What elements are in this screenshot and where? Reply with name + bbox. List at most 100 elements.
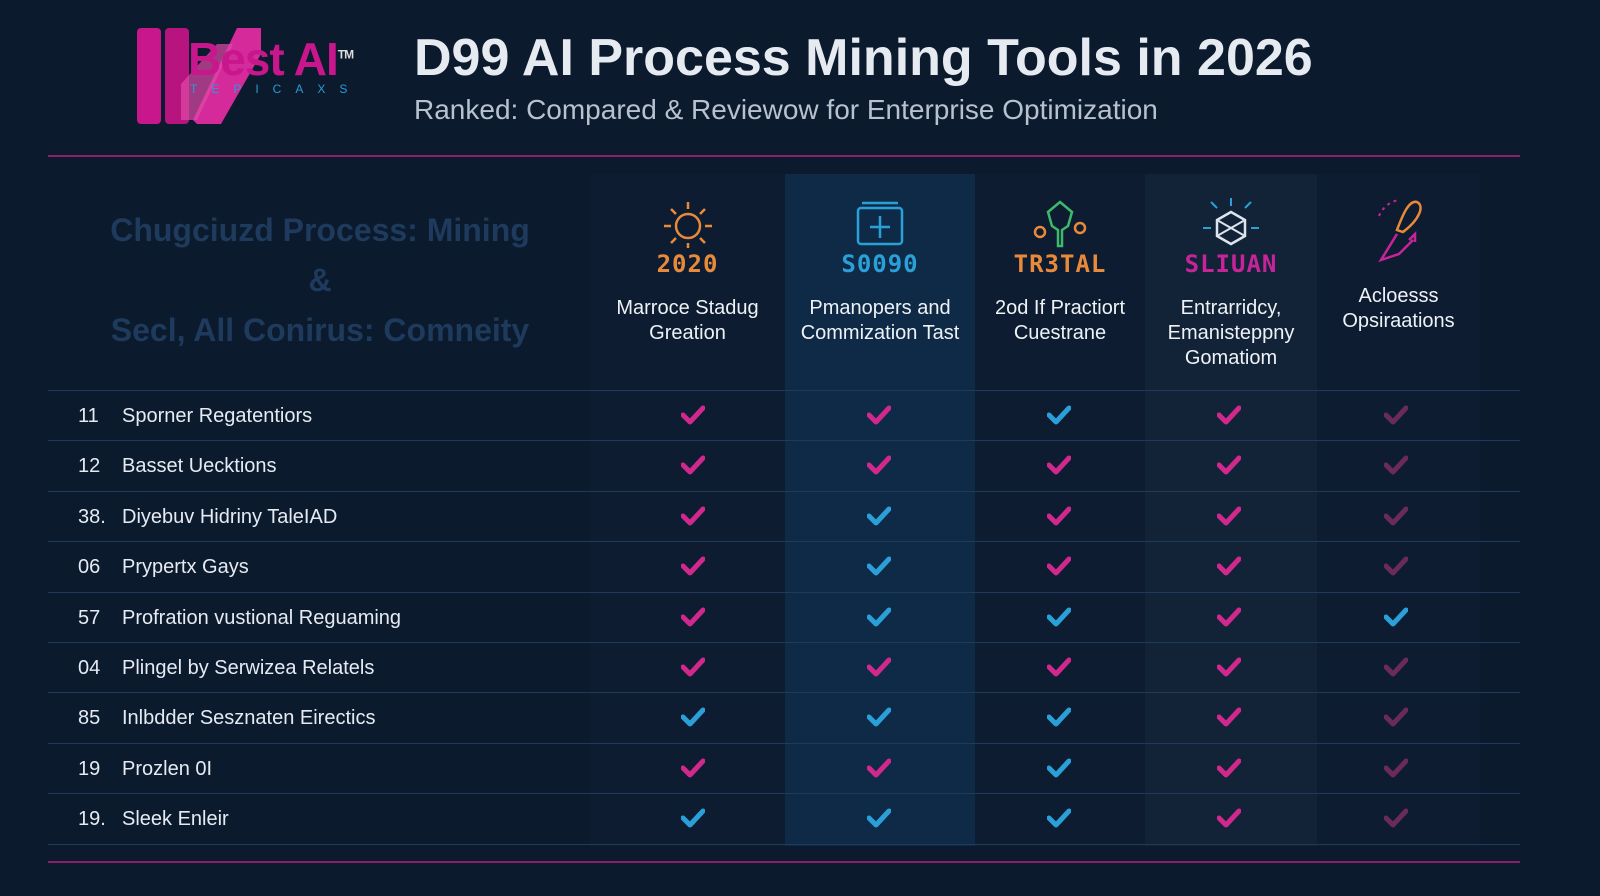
row-rank: 38. [78, 505, 106, 528]
check-icon-pink [1047, 657, 1071, 677]
check-icon-pink [1217, 455, 1241, 475]
page-title: D99 AI Process Mining Tools in 2026 [414, 29, 1313, 87]
check-icon-blue [1384, 607, 1408, 627]
row-rank: 85 [78, 707, 101, 730]
column-label: Entrarridcy, Emanisteppny Gomatiom [1167, 297, 1295, 369]
check-icon-pink [681, 455, 705, 475]
row-tool-name: Prypertx Gays [122, 556, 249, 579]
logo-icon [137, 28, 261, 124]
check-icon-pink [1217, 657, 1241, 677]
check-icon-pink [681, 506, 705, 526]
check-icon-pink [1217, 808, 1241, 828]
check-icon-pink [867, 758, 891, 778]
check-icon-pink [867, 405, 891, 425]
logo-tagline: TEPICAXS [190, 82, 362, 96]
row-rank: 19 [78, 757, 101, 780]
check-icon-blue [681, 808, 705, 828]
check-icon-pink [681, 758, 705, 778]
column-code: SLIUAN [1184, 250, 1278, 278]
header-divider [48, 155, 1520, 157]
row-rank: 11 [78, 405, 99, 427]
check-icon-blue [1047, 758, 1071, 778]
check-icon-pink [1217, 707, 1241, 727]
row-divider [48, 642, 1520, 643]
tree-icon [1033, 200, 1087, 248]
check-icon-pink [1217, 405, 1241, 425]
check-icon-pink [867, 657, 891, 677]
check-icon-blue [867, 707, 891, 727]
row-divider [48, 692, 1520, 694]
column-1: 2020 Marroce Stadug Greation [590, 174, 785, 846]
check-icon-pink [681, 657, 705, 677]
row-tool-name: Prozlen 0I [122, 757, 213, 780]
check-icon-dim [1384, 506, 1408, 526]
column-header: 2020 Marroce Stadug Greation [590, 174, 785, 346]
column-5: Acloesss Opsiraations [1317, 174, 1480, 846]
row-tool-name: Diyebuv Hidriny TaleIAD [122, 505, 338, 528]
column-code: S0090 [841, 250, 919, 278]
cube-icon [1203, 198, 1259, 246]
check-icon-pink [867, 455, 891, 475]
row-tool-name: Profration vustional Reguaming [122, 606, 402, 629]
check-icon-pink [1047, 556, 1071, 576]
column-header: S0090 Pmanopers and Commization Tast [785, 174, 975, 346]
column-label: Pmanopers and Commization Tast [800, 297, 960, 344]
check-icon-pink [681, 556, 705, 576]
column-header: SLIUAN Entrarridcy, Emanisteppny Gomatio… [1145, 174, 1317, 371]
check-icon-blue [1047, 707, 1071, 727]
check-icon-blue [867, 808, 891, 828]
row-divider [48, 793, 1520, 795]
check-icon-dim [1384, 758, 1408, 778]
row-tool-name: Plingel by Serwizea Relatels [122, 657, 375, 679]
check-icon-dim [1384, 707, 1408, 727]
row-tool-name: Basset Uecktions [122, 455, 277, 478]
column-2: S0090 Pmanopers and Commization Tast [785, 174, 975, 846]
row-divider [48, 440, 1520, 442]
check-icon-pink [1217, 556, 1241, 576]
check-icon-dim [1384, 455, 1408, 475]
row-tool-name: Inlbdder Sesznaten Eirectics [122, 707, 376, 730]
check-icon-pink [1047, 455, 1071, 475]
row-rank: 19. [78, 808, 106, 831]
rocket-icon [1377, 199, 1422, 263]
check-icon-blue [1047, 405, 1071, 425]
check-icon-pink [1047, 506, 1071, 526]
check-icon-blue [867, 556, 891, 576]
row-divider [48, 742, 1520, 744]
row-tool-name: Sporner Regatentiors [122, 405, 313, 427]
column-code: TR3TAL [1013, 250, 1107, 278]
table-caption-line2: & [308, 262, 332, 298]
check-icon-pink [681, 607, 705, 627]
table-caption-line1: Chugciuzd Process: Mining [110, 212, 530, 248]
row-rank: 12 [78, 455, 101, 478]
column-header: TR3TAL 2od If Practiort Cuestrane [975, 174, 1145, 346]
check-icon-dim [1384, 808, 1408, 828]
row-divider [48, 490, 1520, 492]
row-rank: 04 [78, 657, 101, 679]
column-code: 2020 [656, 250, 719, 278]
check-icon-dim [1384, 556, 1408, 576]
column-3: TR3TAL 2od If Practiort Cuestrane [975, 174, 1145, 846]
row-divider [48, 591, 1520, 593]
row-divider [48, 541, 1520, 543]
sun-icon [663, 202, 712, 248]
check-icon-dim [1384, 657, 1408, 677]
check-icon-blue [867, 607, 891, 627]
column-label: Acloesss Opsiraations [1342, 285, 1455, 332]
logo-brand: Best AITM [188, 33, 354, 85]
check-icon-blue [867, 506, 891, 526]
check-icon-blue [1047, 808, 1071, 828]
page-subtitle: Ranked: Compared & Reviewow for Enterpri… [414, 94, 1158, 125]
column-label: Marroce Stadug Greation [616, 297, 759, 344]
row-divider [48, 843, 1520, 845]
row-tool-name: Sleek Enleir [122, 808, 229, 831]
calendar-icon [856, 201, 904, 246]
check-icon-pink [1217, 758, 1241, 778]
check-icon-blue [681, 707, 705, 727]
check-icon-pink [1217, 607, 1241, 627]
row-rank: 57 [78, 606, 101, 629]
column-4: SLIUAN Entrarridcy, Emanisteppny Gomatio… [1145, 174, 1317, 846]
check-icon-blue [1047, 607, 1071, 627]
footer-divider [48, 861, 1520, 863]
column-label: 2od If Practiort Cuestrane [994, 297, 1126, 344]
